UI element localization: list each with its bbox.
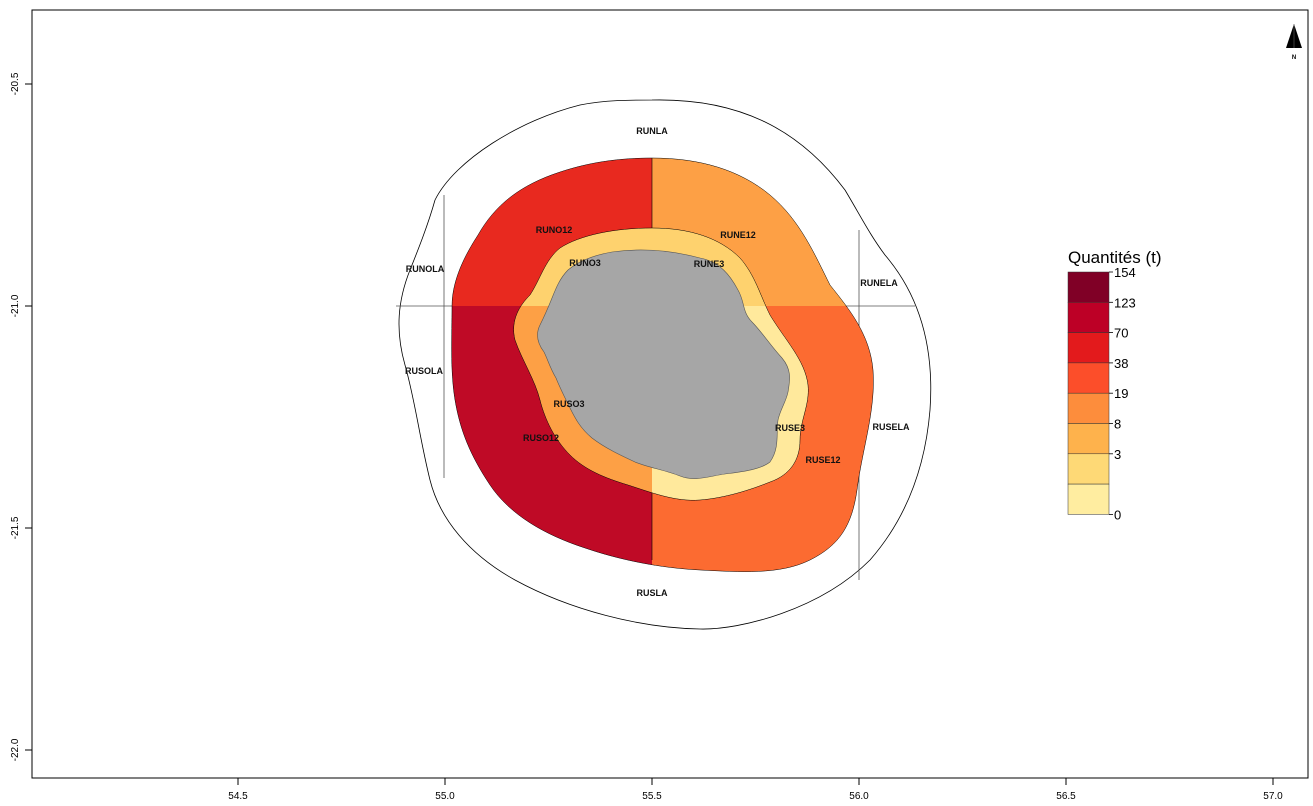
- zone-label-RUSE12: RUSE12: [805, 455, 840, 465]
- x-tick-label: 55.0: [435, 791, 455, 802]
- legend-tick-label: 123: [1114, 295, 1136, 310]
- legend-tick-label: 3: [1114, 447, 1121, 462]
- zone-label-RUSOLA: RUSOLA: [405, 366, 444, 376]
- zone-label-RUNE12: RUNE12: [720, 230, 756, 240]
- legend-tick-label: 38: [1114, 356, 1128, 371]
- island-reunion: [537, 249, 790, 479]
- zone-label-RUSO3: RUSO3: [553, 399, 584, 409]
- y-tick-label: -20.5: [10, 72, 21, 95]
- north-label: N: [1292, 55, 1296, 61]
- x-tick-label: 54.5: [228, 791, 248, 802]
- north-arrow: N: [1286, 24, 1302, 61]
- zone-label-RUNLA: RUNLA: [636, 126, 668, 136]
- zone-label-RUNO12: RUNO12: [536, 225, 573, 235]
- zone-labels: RUNLA RUNOLA RUNELA RUSOLA RUSELA RUSLA …: [405, 126, 910, 598]
- x-tick-label: 56.0: [849, 791, 869, 802]
- legend-swatch: [1067, 302, 1110, 333]
- legend: Quantités (t) 154 123 70 38 19 8 3 0: [1067, 248, 1162, 522]
- legend-tick-label: 0: [1114, 507, 1121, 522]
- y-axis: -20.5 -21.0 -21.5 -22.0: [10, 72, 32, 761]
- legend-swatch: [1067, 483, 1110, 515]
- x-tick-label: 55.5: [642, 791, 662, 802]
- legend-swatch: [1067, 362, 1110, 394]
- legend-tick-label: 70: [1114, 326, 1128, 341]
- zone-label-RUSE3: RUSE3: [775, 423, 805, 433]
- zone-label-RUNOLA: RUNOLA: [406, 264, 445, 274]
- y-tick-label: -22.0: [10, 738, 21, 761]
- legend-swatch: [1067, 271, 1110, 303]
- x-tick-label: 56.5: [1056, 791, 1076, 802]
- legend-swatch: [1067, 453, 1110, 485]
- legend-tick-label: 8: [1114, 417, 1121, 432]
- x-axis: 54.5 55.0 55.5 56.0 56.5 57.0: [228, 778, 1283, 802]
- legend-tick-label: 154: [1114, 265, 1136, 280]
- zone-label-RUSO12: RUSO12: [523, 433, 559, 443]
- y-tick-label: -21.5: [10, 516, 21, 539]
- legend-ticks: 154 123 70 38 19 8 3 0: [1109, 265, 1136, 522]
- zone-label-RUNELA: RUNELA: [860, 278, 898, 288]
- legend-swatch: [1067, 392, 1110, 424]
- x-tick-label: 57.0: [1263, 791, 1283, 802]
- zone-label-RUNO3: RUNO3: [569, 258, 601, 268]
- y-tick-label: -21.0: [10, 294, 21, 317]
- legend-title: Quantités (t): [1068, 248, 1162, 267]
- zone-label-RUNE3: RUNE3: [694, 259, 725, 269]
- legend-swatch: [1067, 332, 1110, 364]
- legend-swatch: [1067, 423, 1110, 455]
- legend-swatches: [1067, 271, 1110, 515]
- zone-label-RUSELA: RUSELA: [872, 422, 910, 432]
- legend-tick-label: 19: [1114, 386, 1128, 401]
- zone-label-RUSLA: RUSLA: [637, 588, 668, 598]
